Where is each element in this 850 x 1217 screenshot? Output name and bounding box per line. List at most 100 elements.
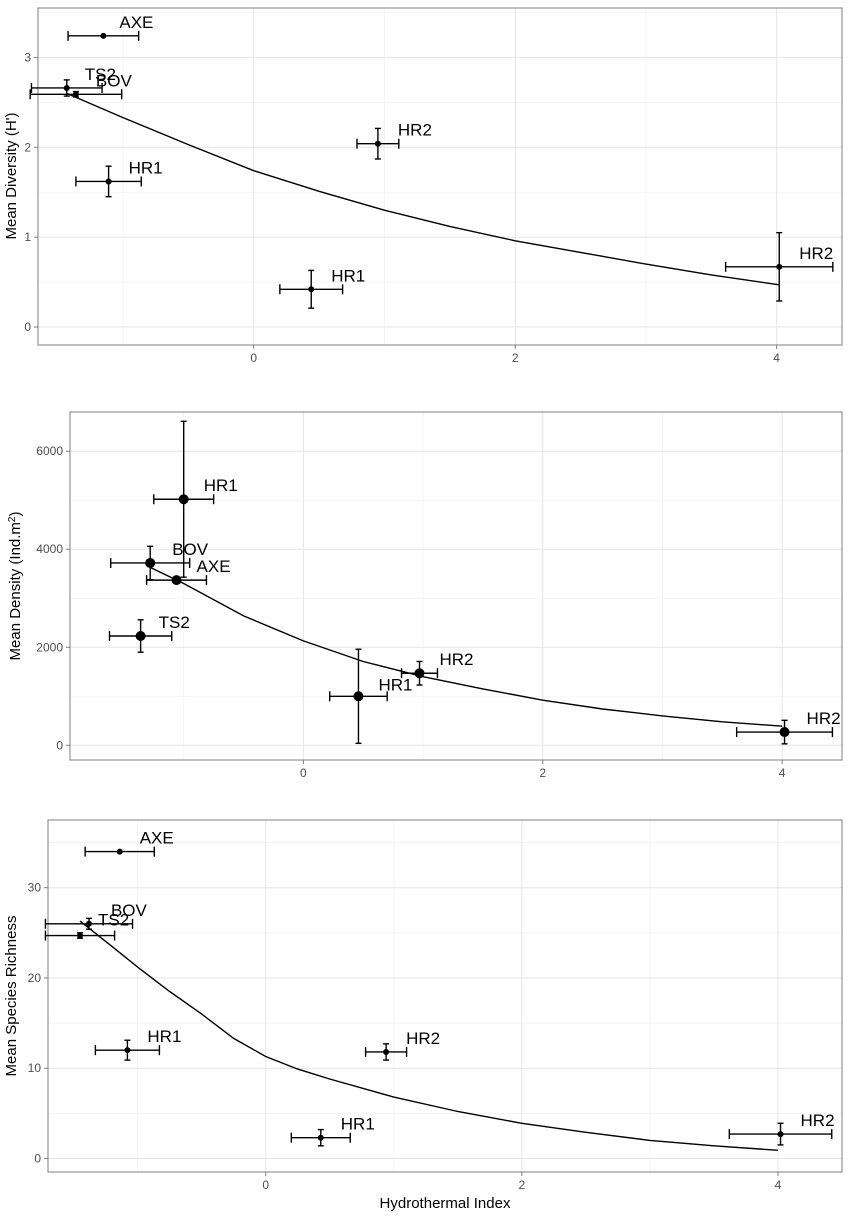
data-point-marker: [178, 494, 189, 505]
richness-x-tick-label: 0: [262, 1178, 269, 1192]
data-point-marker: [100, 32, 107, 39]
diversity-point-hr1: HR1: [75, 158, 163, 198]
data-point-marker: [72, 91, 79, 98]
diversity-y-tick-label: 3: [24, 50, 31, 64]
diversity-y-axis-label: Mean Diversity (H'): [3, 112, 20, 239]
point-label: HR1: [331, 266, 365, 285]
diversity-point-hr2: HR2: [356, 121, 432, 160]
data-point-marker: [171, 575, 182, 586]
diversity-point-hr1: HR1: [279, 266, 365, 309]
data-point-marker: [317, 1134, 324, 1141]
density-plot-area: [70, 412, 842, 760]
richness-panel: 0 2 4 0 10 20 30 Mean Species Richness Hydrother…: [3, 819, 843, 1212]
diversity-y-tick-label: 0: [24, 320, 31, 334]
point-label: HR1: [204, 476, 238, 495]
data-point-marker: [777, 1131, 784, 1138]
richness-x-tick-label: 2: [518, 1178, 525, 1192]
data-point-marker: [308, 286, 315, 293]
data-point-marker: [85, 920, 92, 927]
point-label: BOV: [172, 540, 209, 559]
data-point-marker: [77, 932, 84, 939]
data-point-marker: [105, 178, 112, 185]
point-label: HR1: [378, 675, 412, 694]
data-point-marker: [374, 140, 381, 147]
data-point-marker: [145, 557, 156, 568]
density-point-hr1: HR1: [153, 420, 238, 578]
richness-y-tick-label: 10: [28, 1061, 42, 1075]
diversity-x-tick-label: 0: [250, 351, 257, 365]
density-point-ts2: TS2: [108, 613, 190, 653]
data-point-marker: [414, 668, 425, 679]
point-label: HR1: [341, 1115, 375, 1134]
density-y-tick-label: 2000: [36, 640, 63, 654]
richness-point-hr2: HR2: [728, 1111, 835, 1146]
density-point-hr1: HR1: [329, 648, 412, 745]
diversity-point-axe: AXE: [67, 13, 153, 41]
richness-point-hr2: HR2: [364, 1029, 440, 1061]
richness-point-hr1: HR1: [290, 1115, 375, 1147]
richness-fit-curve: [79, 920, 779, 1151]
point-label: AXE: [197, 557, 231, 576]
diversity-point-hr2: HR2: [724, 231, 834, 302]
point-label: BOV: [111, 901, 148, 920]
richness-plot-area: [48, 820, 842, 1172]
data-point-marker: [353, 691, 364, 702]
diversity-y-tick-label: 1: [24, 230, 31, 244]
density-y-tick-label: 0: [56, 738, 63, 752]
richness-y-tick-label: 20: [28, 971, 42, 985]
density-x-tick-label: 0: [300, 766, 307, 780]
data-point-marker: [116, 848, 123, 855]
diversity-x-tick-label: 4: [773, 351, 780, 365]
point-label: HR2: [799, 244, 833, 263]
richness-y-tick-label: 0: [34, 1151, 41, 1165]
point-label: BOV: [96, 71, 133, 90]
diversity-x-tick-label: 2: [512, 351, 519, 365]
richness-x-axis-label: Hydrothermal Index: [380, 1195, 511, 1212]
density-point-hr2: HR2: [400, 650, 474, 686]
data-point-marker: [135, 630, 146, 641]
diversity-plot-area: [38, 8, 842, 345]
diversity-fit-curve: [66, 92, 780, 286]
density-y-axis-label: Mean Density (Ind.m2): [7, 512, 25, 661]
richness-y-tick-label: 30: [28, 881, 42, 895]
diversity-y-tick-label: 2: [24, 140, 31, 154]
data-point-marker: [124, 1047, 131, 1054]
density-panel: 0 2 4 0 2000 4000 6000 Mean Density (Ind.m2) HR1…: [7, 411, 843, 780]
data-point-marker: [383, 1048, 390, 1055]
point-label: HR2: [801, 1111, 835, 1130]
data-point-marker: [776, 263, 783, 270]
point-label: TS2: [85, 65, 116, 84]
point-label: HR2: [439, 650, 473, 669]
diversity-point-ts2: TS2: [30, 65, 116, 97]
data-point-marker: [63, 84, 70, 91]
richness-point-hr1: HR1: [94, 1027, 181, 1061]
point-label: AXE: [140, 829, 174, 848]
point-label: HR2: [398, 121, 432, 140]
density-fit-curve: [149, 566, 783, 727]
data-point-marker: [779, 727, 790, 738]
point-label: HR2: [406, 1029, 440, 1048]
density-point-axe: AXE: [145, 557, 231, 586]
point-label: HR2: [807, 709, 841, 728]
point-label: HR1: [147, 1027, 181, 1046]
density-point-hr2: HR2: [735, 709, 841, 745]
point-label: TS2: [159, 613, 190, 632]
richness-point-ts2: TS2: [44, 911, 129, 941]
density-point-bov: BOV: [109, 540, 209, 581]
richness-panel-border: [47, 819, 843, 1173]
diversity-point-bov: BOV: [29, 71, 133, 100]
point-label: HR1: [129, 158, 163, 177]
density-x-tick-label: 4: [779, 766, 786, 780]
richness-point-axe: AXE: [84, 829, 174, 857]
density-panel-border: [69, 411, 843, 761]
point-label: TS2: [98, 911, 129, 930]
density-y-tick-label: 6000: [36, 444, 63, 458]
richness-y-axis-label: Mean Species Richness: [3, 916, 20, 1077]
richness-point-bov: BOV: [44, 901, 148, 930]
richness-x-tick-label: 4: [775, 1178, 782, 1192]
density-x-tick-label: 2: [539, 766, 546, 780]
density-y-tick-label: 4000: [36, 542, 63, 556]
diversity-panel-border: [37, 7, 843, 346]
